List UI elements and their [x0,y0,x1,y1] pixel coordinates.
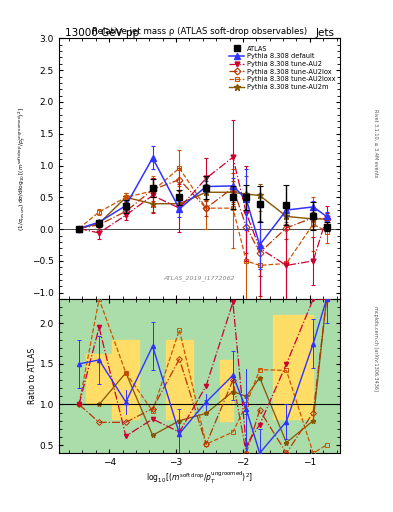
Text: mcplots.cern.ch [arXiv:1306.3436]: mcplots.cern.ch [arXiv:1306.3436] [373,306,378,391]
Title: Relative jet mass ρ (ATLAS soft-drop observables): Relative jet mass ρ (ATLAS soft-drop obs… [92,27,307,36]
Y-axis label: $(1/\sigma_{\rm resum})\,{\rm d}\sigma/{\rm d}\log_{10}[(m^{\rm soft\,drop}/p_T^: $(1/\sigma_{\rm resum})\,{\rm d}\sigma/{… [17,107,28,231]
X-axis label: $\log_{10}[(m^{\rm soft\,drop}/p_T^{\rm ungroomed})^2]$: $\log_{10}[(m^{\rm soft\,drop}/p_T^{\rm … [146,470,253,486]
Text: Jets: Jets [315,28,334,38]
Legend: ATLAS, Pythia 8.308 default, Pythia 8.308 tune-AU2, Pythia 8.308 tune-AU2lox, Py: ATLAS, Pythia 8.308 default, Pythia 8.30… [228,45,337,91]
Text: 13000 GeV pp: 13000 GeV pp [64,28,139,38]
Text: ATLAS_2019_I1772062: ATLAS_2019_I1772062 [164,275,235,281]
Y-axis label: Ratio to ATLAS: Ratio to ATLAS [28,348,37,404]
Text: Rivet 3.1.10, ≥ 3.4M events: Rivet 3.1.10, ≥ 3.4M events [373,109,378,178]
